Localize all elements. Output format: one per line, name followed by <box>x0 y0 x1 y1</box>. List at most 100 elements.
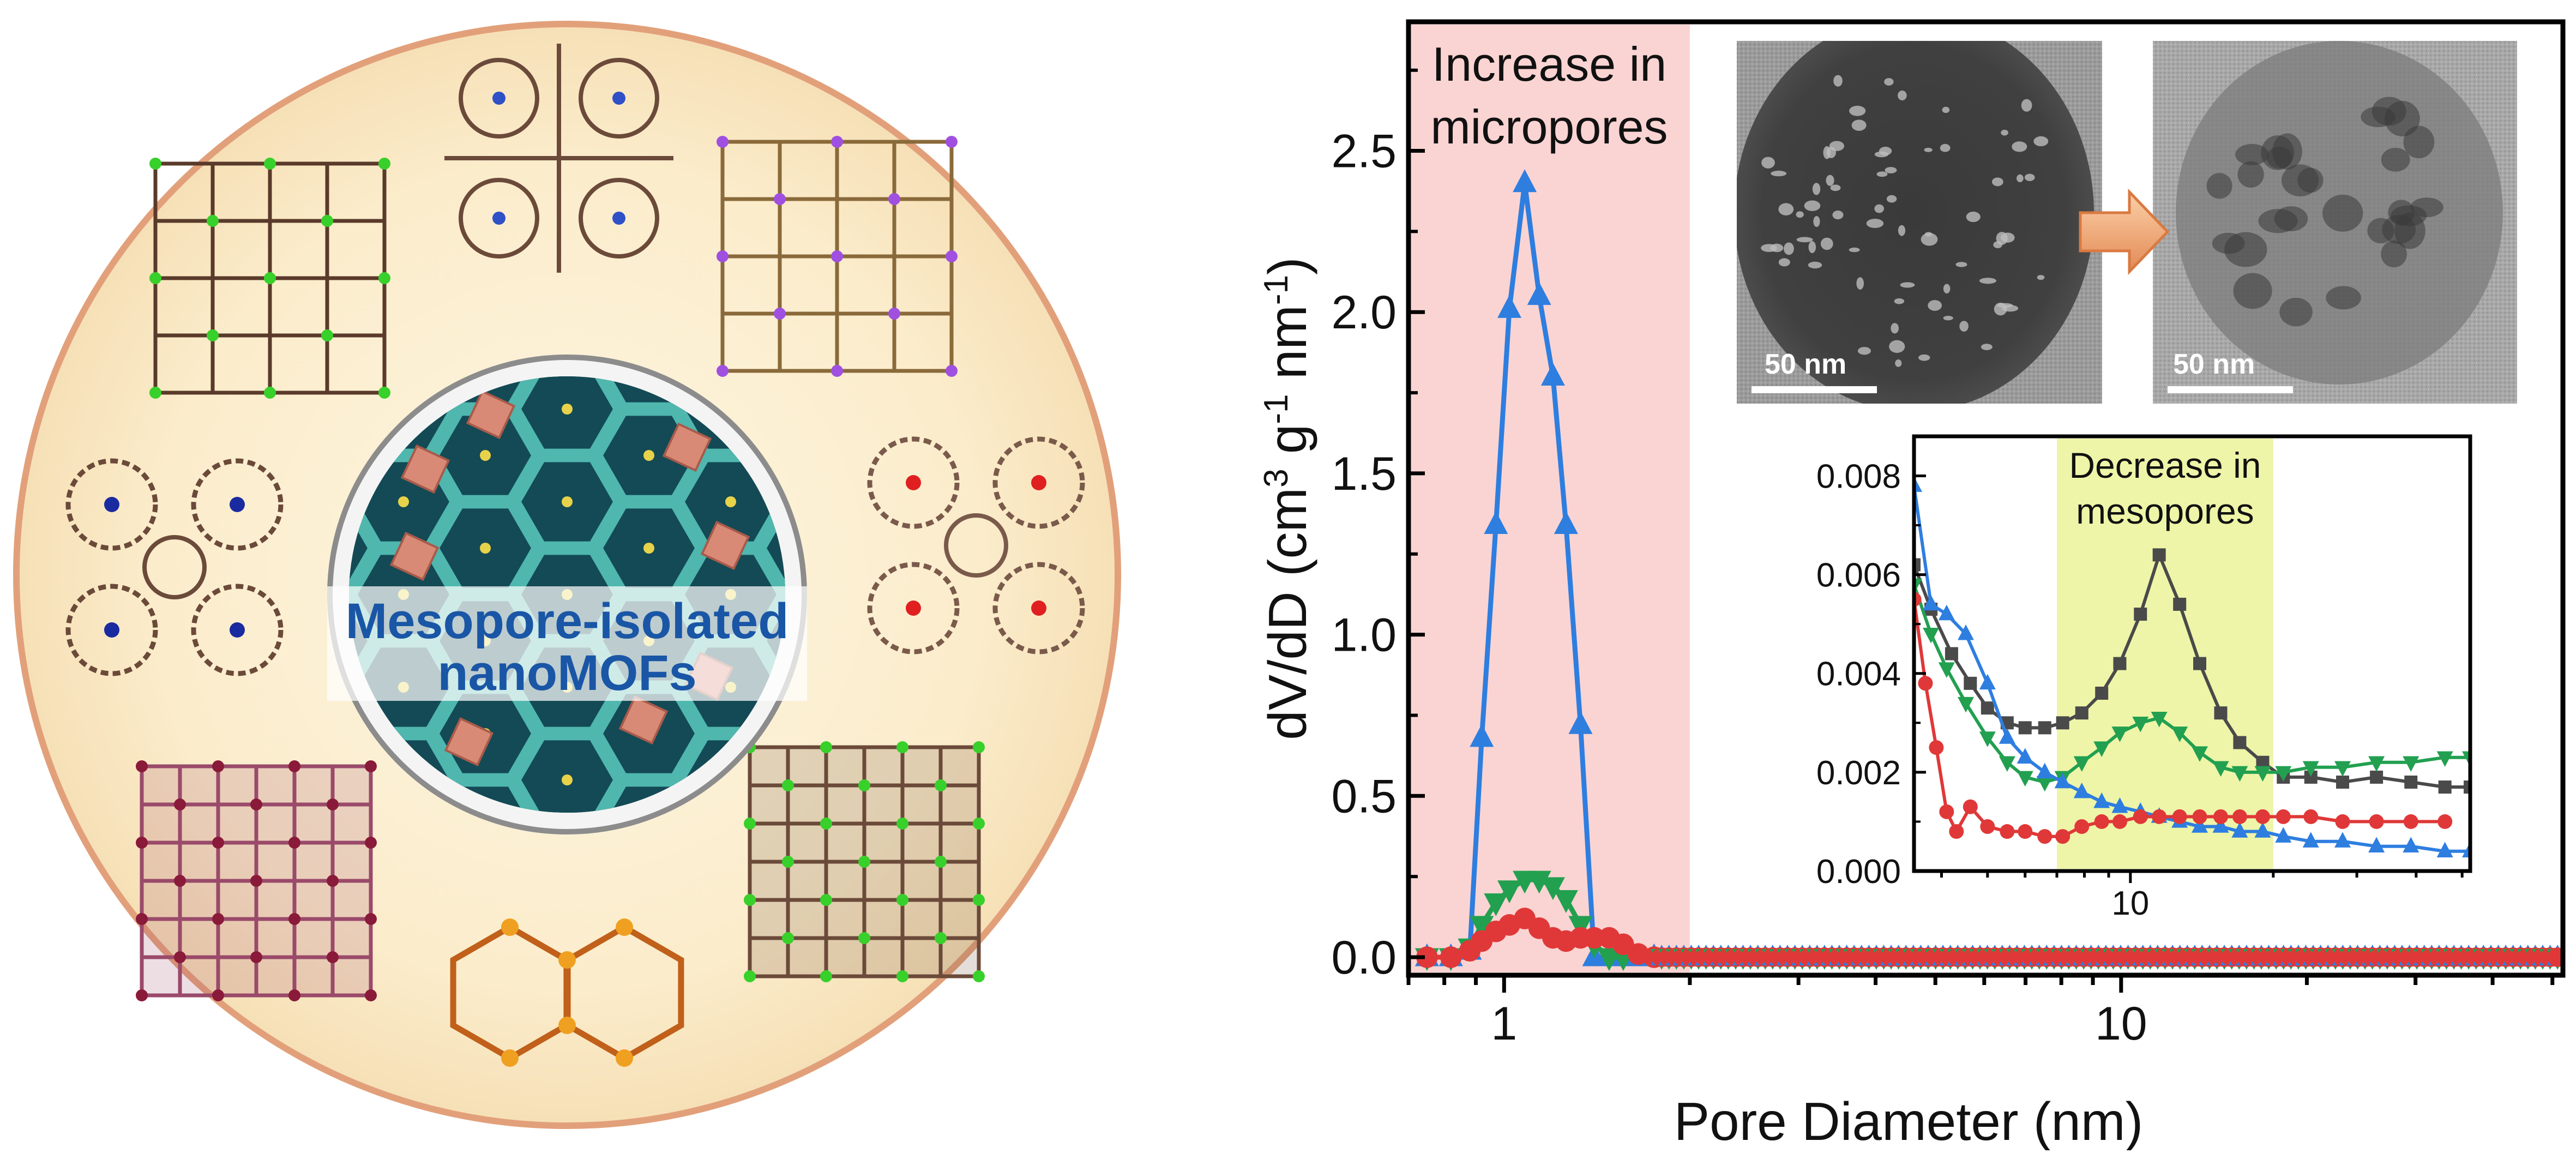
framework-node <box>973 818 985 830</box>
data-point <box>1914 578 1922 594</box>
data-point <box>1939 804 1954 819</box>
data-point <box>1568 711 1593 734</box>
data-point <box>2017 748 2033 764</box>
inset-highlight-label-line1: Decrease in <box>2069 445 2261 485</box>
data-point <box>2335 814 2350 829</box>
bright-spot <box>1994 302 2007 316</box>
bright-spot <box>1857 347 1871 355</box>
bright-spot <box>1761 157 1775 169</box>
dark-spot <box>2381 241 2407 268</box>
framework-node <box>264 158 276 170</box>
framework-node <box>149 272 161 284</box>
data-point <box>2302 832 2319 848</box>
dark-spot <box>2381 147 2410 172</box>
framework-node <box>935 779 947 791</box>
framework-node <box>896 970 908 982</box>
framework-node <box>207 215 219 227</box>
framework-ring <box>65 458 158 551</box>
sphere-cell-center <box>725 496 736 507</box>
bright-spot <box>2001 129 2008 136</box>
bright-spot <box>1832 210 1844 220</box>
y-tick-label: 0.5 <box>1331 770 1397 822</box>
framework-node <box>174 951 186 963</box>
data-point <box>1416 946 1438 968</box>
dark-spot <box>2261 135 2295 170</box>
data-point <box>2093 741 2110 757</box>
framework-node <box>492 92 505 105</box>
data-point <box>2152 809 2167 824</box>
bright-spot <box>1981 344 1993 350</box>
framework-node <box>378 272 390 284</box>
data-point <box>1470 916 1494 939</box>
framework-structure <box>717 136 958 377</box>
y-label-part: -1 <box>1257 275 1295 305</box>
sphere-cell-center <box>398 496 409 507</box>
framework-node <box>136 989 148 1001</box>
data-point <box>2436 842 2453 858</box>
data-point <box>2403 837 2419 852</box>
framework-node <box>501 1049 519 1067</box>
bright-spot <box>1996 232 2008 245</box>
data-point <box>2000 824 2015 839</box>
guest-cube <box>618 695 669 745</box>
framework-node <box>327 875 339 887</box>
bright-spot <box>1812 183 1821 195</box>
data-point <box>1497 880 1522 904</box>
data-point <box>2368 756 2385 772</box>
bright-spot <box>1796 237 1813 243</box>
data-point <box>1497 295 1522 318</box>
bright-spot <box>1813 215 1820 227</box>
framework-node <box>744 818 756 830</box>
framework-node <box>104 497 119 512</box>
data-point <box>1945 647 1958 660</box>
y-label-part: ) <box>1257 257 1317 275</box>
framework-node <box>616 1049 633 1067</box>
data-point <box>1957 696 1974 713</box>
data-point <box>1999 756 2015 772</box>
framework-structure <box>136 760 377 1001</box>
framework-node <box>896 741 908 753</box>
data-point <box>1981 701 1994 715</box>
framework-node <box>288 760 300 772</box>
data-point <box>2370 770 2384 784</box>
data-point <box>2192 746 2208 762</box>
guest-cube <box>444 717 494 767</box>
dark-spot <box>2281 164 2319 197</box>
bright-spot <box>1823 146 1831 159</box>
data-point <box>2302 761 2319 777</box>
sphere-cell-center <box>643 543 654 554</box>
framework-ring <box>459 58 539 139</box>
framework-node <box>744 894 756 906</box>
framework-node <box>1031 600 1046 616</box>
bright-spot <box>1921 233 1938 246</box>
framework-node <box>365 913 377 925</box>
framework-ring <box>867 562 960 654</box>
data-point <box>2054 772 2071 789</box>
series <box>1914 592 2453 844</box>
y-tick-label: 1.5 <box>1331 448 1397 500</box>
data-point <box>1440 946 1462 968</box>
framework-node <box>820 894 832 906</box>
framework-node <box>906 475 921 490</box>
x-tick-label: 10 <box>2095 998 2147 1050</box>
framework-node <box>946 136 958 148</box>
framework-node <box>896 894 908 906</box>
framework-node <box>250 798 262 810</box>
bright-spot <box>1894 298 1905 304</box>
framework-node <box>973 894 985 906</box>
framework-structure <box>444 44 673 273</box>
bright-spot <box>1830 184 1841 191</box>
transition-arrow-icon <box>2079 188 2170 275</box>
y-tick-label: 1.0 <box>1331 609 1397 662</box>
framework-node <box>973 970 985 982</box>
bright-spot <box>1833 75 1843 87</box>
framework-node <box>212 913 224 925</box>
data-point <box>2074 819 2090 834</box>
bright-spot <box>1885 167 1897 173</box>
data-point <box>2193 657 2207 670</box>
data-point <box>2232 809 2247 824</box>
data-point <box>2334 832 2351 848</box>
framework-ring <box>992 436 1085 529</box>
framework-node <box>365 989 377 1001</box>
